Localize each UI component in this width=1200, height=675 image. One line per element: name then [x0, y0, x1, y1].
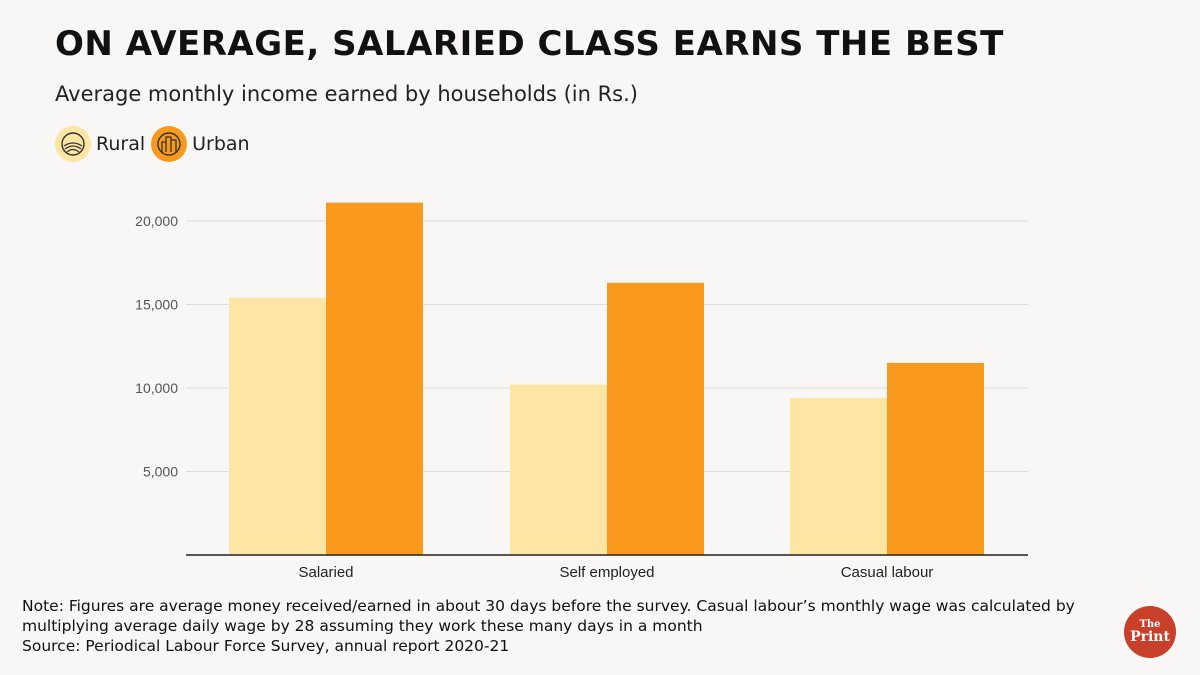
legend-item-urban: Urban: [151, 126, 250, 162]
theprint-logo: The Print: [1124, 606, 1176, 658]
legend: Rural Urban: [55, 126, 250, 162]
legend-item-rural: Rural: [55, 126, 145, 162]
y-tick-label: 15,000: [135, 297, 178, 313]
legend-label-rural: Rural: [96, 133, 146, 155]
chart-subtitle: Average monthly income earned by househo…: [55, 82, 638, 106]
logo-text-the: The: [1139, 619, 1161, 630]
x-tick-label: Self employed: [559, 564, 654, 581]
y-tick-label: 10,000: [135, 380, 178, 396]
bar-urban-0: [326, 202, 423, 555]
y-tick-label: 20,000: [135, 213, 178, 229]
chart-title: ON AVERAGE, SALARIED CLASS EARNS THE BES…: [55, 24, 1004, 64]
bar-urban-2: [887, 362, 984, 555]
bar-rural-0: [229, 297, 326, 555]
logo-text-print: Print: [1130, 629, 1170, 645]
bar-rural-2: [790, 398, 887, 555]
x-tick-label: Salaried: [298, 564, 353, 581]
source-line: Source: Periodical Labour Force Survey, …: [22, 637, 510, 655]
field-icon: [55, 126, 91, 162]
bar-rural-1: [510, 384, 607, 555]
footnote: Note: Figures are average money received…: [22, 596, 1082, 656]
note-line-1: Note: Figures are average money received…: [22, 597, 1075, 615]
city-icon: [151, 126, 188, 162]
bar-urban-1: [607, 282, 704, 555]
legend-label-urban: Urban: [192, 133, 250, 155]
y-tick-label: 5,000: [143, 464, 178, 480]
x-tick-label: Casual labour: [841, 564, 934, 581]
note-line-2: multiplying average daily wage by 28 ass…: [22, 617, 703, 635]
